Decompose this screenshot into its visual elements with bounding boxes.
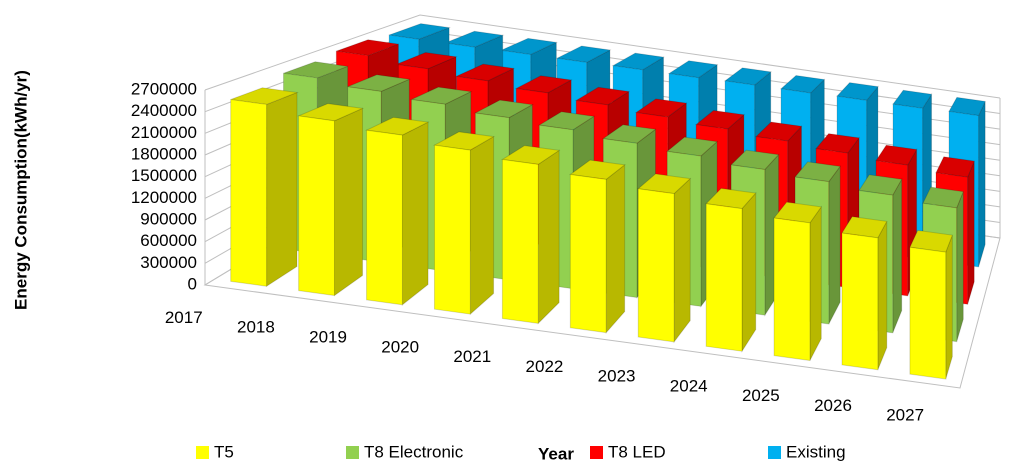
bar-top bbox=[569, 159, 626, 180]
bar-side bbox=[828, 164, 841, 325]
bar-top bbox=[909, 229, 954, 253]
bar-top bbox=[665, 136, 719, 157]
y-tick-label: 900000 bbox=[140, 209, 197, 228]
bar-top bbox=[473, 99, 534, 119]
bar-side bbox=[266, 91, 298, 288]
bar bbox=[841, 232, 879, 371]
bar-top bbox=[794, 161, 842, 183]
bar bbox=[501, 158, 539, 324]
x-tick-label: 2020 bbox=[381, 337, 419, 356]
x-tick-label: 2021 bbox=[453, 347, 491, 366]
legend-swatch bbox=[590, 446, 603, 459]
bar-top bbox=[601, 124, 657, 144]
x-tick-label: 2024 bbox=[670, 376, 708, 395]
bar-side bbox=[741, 191, 757, 353]
bar-top bbox=[637, 173, 692, 195]
x-tick-label: 2026 bbox=[814, 396, 852, 415]
bar bbox=[705, 203, 743, 352]
bar bbox=[366, 129, 403, 306]
grid-line bbox=[204, 14, 1001, 99]
y-tick-label: 1800000 bbox=[131, 144, 197, 163]
bar-top bbox=[922, 186, 964, 209]
x-tick-label: 2019 bbox=[309, 327, 347, 346]
bar-top bbox=[409, 86, 473, 105]
bar bbox=[909, 246, 947, 380]
bar-top bbox=[537, 111, 596, 131]
bar-top bbox=[230, 87, 299, 105]
bar-top bbox=[394, 52, 458, 70]
x-axis-title: Year bbox=[538, 444, 574, 463]
legend-label: Existing bbox=[786, 442, 846, 461]
y-tick-label: 1500000 bbox=[131, 166, 197, 185]
y-tick-label: 2400000 bbox=[131, 101, 197, 120]
bar-top bbox=[875, 144, 918, 166]
bar-side bbox=[333, 107, 364, 297]
bar bbox=[569, 173, 607, 334]
bar-top bbox=[773, 201, 823, 224]
bar-side bbox=[605, 163, 626, 334]
bar-side bbox=[945, 234, 953, 380]
bar-top bbox=[935, 156, 975, 178]
legend-swatch bbox=[346, 446, 359, 459]
legend-label: T8 Electronic bbox=[364, 442, 464, 461]
bar-side bbox=[967, 160, 975, 305]
bar-top bbox=[705, 187, 757, 210]
y-tick-label: 2100000 bbox=[131, 123, 197, 142]
y-tick-label: 300000 bbox=[140, 253, 197, 272]
bar bbox=[298, 115, 335, 297]
bar-side bbox=[673, 177, 691, 344]
legend-label: T5 bbox=[214, 442, 234, 461]
y-tick-label: 0 bbox=[188, 274, 197, 293]
bar-side bbox=[469, 135, 495, 316]
bar-top bbox=[500, 145, 561, 165]
x-tick-label: 2017 bbox=[165, 308, 203, 327]
bar-side bbox=[978, 101, 986, 268]
x-tick-label: 2023 bbox=[598, 367, 636, 386]
bar bbox=[773, 217, 811, 362]
y-tick-label: 1200000 bbox=[131, 188, 197, 207]
x-tick-label: 2027 bbox=[886, 406, 924, 425]
bar-side bbox=[877, 221, 888, 370]
bar-side bbox=[401, 121, 429, 306]
x-tick-label: 2018 bbox=[237, 318, 275, 337]
bar-side bbox=[809, 205, 822, 361]
y-tick-label: 2700000 bbox=[131, 79, 197, 98]
legend-swatch bbox=[196, 446, 209, 459]
bar-top bbox=[432, 131, 496, 151]
bar-top bbox=[841, 216, 888, 239]
bar-top bbox=[858, 174, 903, 196]
bar-side bbox=[537, 149, 560, 325]
bar-top bbox=[336, 39, 399, 57]
bar bbox=[230, 98, 268, 287]
y-axis-title: Energy Consumption(kWh/yr) bbox=[11, 70, 30, 310]
x-tick-label: 2025 bbox=[742, 386, 780, 405]
bar bbox=[637, 188, 675, 343]
legend-swatch bbox=[768, 446, 781, 459]
bar bbox=[433, 144, 471, 315]
y-tick-label: 600000 bbox=[140, 231, 197, 250]
legend-label: T8 LED bbox=[608, 442, 666, 461]
bar-top bbox=[499, 37, 559, 56]
bar-side bbox=[956, 191, 964, 342]
bar-side bbox=[892, 177, 903, 334]
x-tick-label: 2022 bbox=[526, 357, 564, 376]
bar-top bbox=[283, 61, 348, 79]
